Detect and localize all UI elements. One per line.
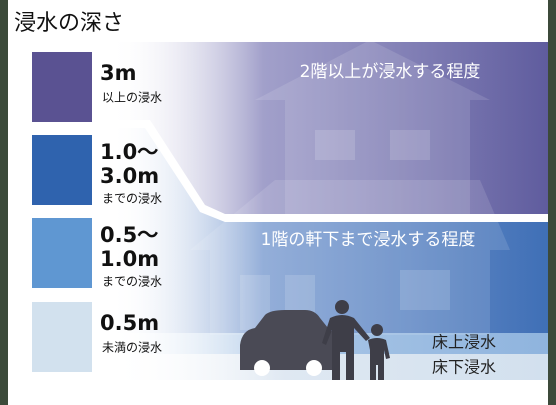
swatch bbox=[32, 135, 92, 205]
edge bbox=[548, 0, 556, 405]
swatch bbox=[32, 52, 92, 122]
depth-sublabel: までの浸水 bbox=[102, 192, 162, 206]
depth-sublabel: 未満の浸水 bbox=[102, 341, 162, 355]
band-label: 床上浸水 bbox=[432, 333, 496, 352]
flood-depth-diagram: 浸水の深さ 2階以上が浸水する程度 1階の軒下まで浸水する程度 床上浸水 床下浸… bbox=[0, 0, 556, 405]
title: 浸水の深さ bbox=[14, 11, 124, 36]
depth-sublabel: 以上の浸水 bbox=[102, 91, 162, 105]
depth-label: 0.5m bbox=[100, 311, 159, 335]
depth-label: 1.0～ bbox=[100, 140, 158, 164]
band-label: 床下浸水 bbox=[432, 358, 496, 377]
wheel bbox=[254, 360, 270, 376]
edge bbox=[0, 0, 8, 405]
depth-sublabel: までの浸水 bbox=[102, 275, 162, 289]
depth-label: 0.5～ bbox=[100, 223, 158, 247]
depth-label: 3m bbox=[100, 61, 137, 85]
swatch bbox=[32, 302, 92, 372]
depth-label: 3.0m bbox=[100, 164, 159, 188]
wheel bbox=[306, 360, 322, 376]
band-label: 2階以上が浸水する程度 bbox=[300, 62, 481, 82]
swatch bbox=[32, 218, 92, 288]
band-label: 1階の軒下まで浸水する程度 bbox=[261, 230, 476, 250]
depth-label: 1.0m bbox=[100, 247, 159, 271]
